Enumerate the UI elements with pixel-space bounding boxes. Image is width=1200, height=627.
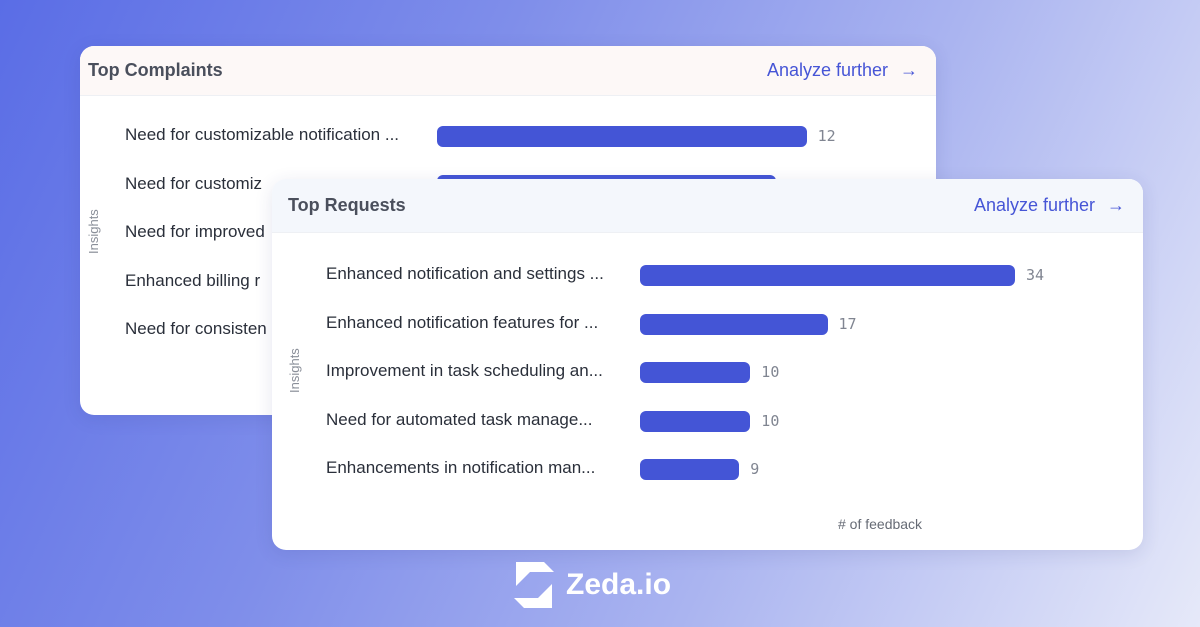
card-title: Top Complaints [88, 60, 223, 80]
arrow-right-icon: → [900, 60, 918, 80]
card-header: Top Requests Analyze further → [272, 179, 1143, 233]
bar-label: Enhanced notification and settings ... [326, 264, 604, 283]
bar [640, 313, 828, 335]
x-axis-label: # of feedback [838, 516, 923, 532]
bar-value: 10 [761, 363, 780, 382]
bar-value: 17 [838, 314, 857, 333]
bar [640, 410, 751, 432]
brand-logo: Zeda.io [508, 560, 671, 610]
bar-value: 9 [750, 460, 760, 479]
bar-value: 12 [817, 127, 836, 145]
bar-label: Enhanced billing r [125, 270, 261, 290]
brand-name: Zeda.io [566, 568, 672, 601]
y-axis-label: Insights [86, 209, 101, 254]
zeda-logo-icon [514, 562, 554, 608]
bar-label: Need for automated task manage... [326, 409, 593, 429]
bar-label: Need for improved [125, 222, 265, 242]
bar-label: Improvement in task scheduling an... [326, 361, 603, 381]
analyze-label: Analyze further [766, 60, 888, 80]
bar-label: Enhancements in notification man... [326, 458, 596, 478]
arrow-right-icon: → [1107, 195, 1125, 215]
bar-label: Need for customiz [125, 173, 262, 193]
bar-value: 10 [761, 411, 780, 430]
bar-label: Enhanced notification features for ... [326, 312, 599, 332]
card-header: Top Complaints Analyze further → [80, 46, 936, 96]
analyze-label: Analyze further [973, 195, 1095, 215]
analyze-further-link[interactable]: Analyze further → [767, 60, 918, 81]
bar [640, 459, 740, 481]
top-requests-card: Top Requests Analyze further → Insights E… [272, 179, 1143, 550]
card-title: Top Requests [288, 195, 406, 215]
bar-value: 34 [1026, 266, 1045, 284]
bar-label: Need for consisten [125, 319, 267, 339]
bar [437, 126, 807, 147]
bar [640, 265, 1016, 286]
bar [640, 362, 751, 384]
bar-label: Need for customizable notification ... [125, 125, 400, 144]
y-axis-label: Insights [287, 348, 302, 393]
analyze-further-link[interactable]: Analyze further → [974, 195, 1125, 216]
